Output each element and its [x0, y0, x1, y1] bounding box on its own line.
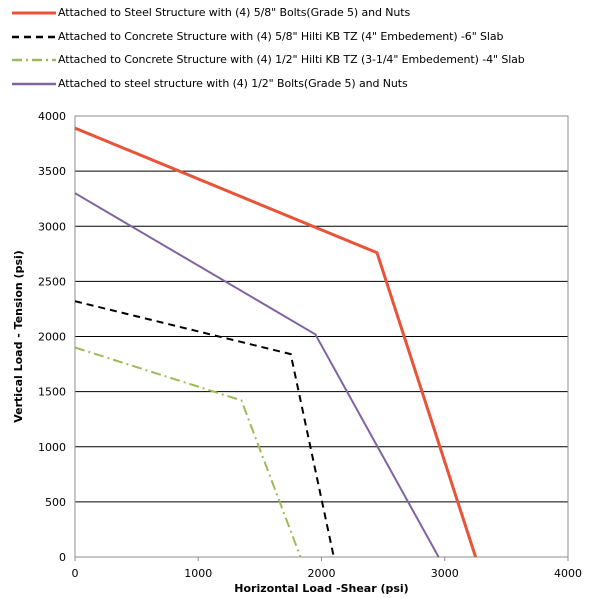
y-tick-label: 4000	[38, 110, 66, 123]
y-tick-label: 3500	[38, 165, 66, 178]
y-tick-label: 1000	[38, 441, 66, 454]
y-axis-title: Vertical Load - Tension (psi)	[12, 250, 25, 423]
legend-swatch	[12, 35, 56, 38]
x-tick-label: 0	[72, 567, 79, 580]
series-line	[74, 126, 478, 558]
x-tick-label: 3000	[431, 567, 459, 580]
y-tick-label: 1500	[38, 386, 66, 399]
legend-swatch	[12, 11, 56, 15]
x-tick-label: 4000	[554, 567, 582, 580]
plot-frame	[74, 115, 569, 558]
y-tick-label: 3000	[38, 220, 66, 233]
series-line	[74, 192, 440, 558]
series-line	[74, 346, 302, 558]
legend-swatch	[12, 58, 56, 62]
legend-label: Attached to Steel Structure with (4) 5/8…	[58, 6, 411, 19]
x-tick-label: 1000	[184, 567, 212, 580]
x-tick-labels: 0 1000 2000 3000 4000	[72, 567, 583, 580]
y-tick-label: 2000	[38, 331, 66, 344]
x-tick-label: 2000	[308, 567, 336, 580]
gridlines	[74, 115, 569, 561]
y-tick-label: 500	[45, 496, 66, 509]
legend-label: Attached to Concrete Structure with (4) …	[58, 53, 525, 66]
y-tick-labels: 0 500 1000 1500 2000 2500 3000 3500 4000	[38, 110, 66, 564]
legend-swatch	[12, 82, 56, 85]
series-lines	[74, 126, 478, 558]
y-tick-label: 0	[59, 551, 66, 564]
legend-label: Attached to steel structure with (4) 1/2…	[58, 76, 408, 90]
x-axis-title: Horizontal Load -Shear (psi)	[234, 582, 408, 595]
series-line	[74, 300, 335, 558]
legend-label: Attached to Concrete Structure with (4) …	[58, 29, 504, 43]
y-tick-label: 2500	[38, 275, 66, 288]
